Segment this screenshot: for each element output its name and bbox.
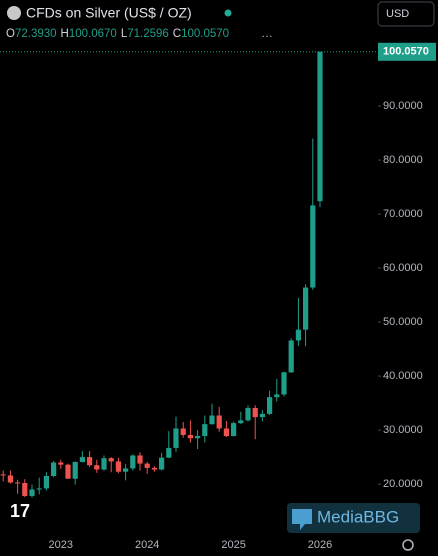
watermark-box — [287, 503, 420, 533]
legend-key: C — [173, 28, 181, 40]
candle-body — [137, 455, 143, 464]
candle-body — [295, 329, 301, 341]
candle-body — [267, 397, 273, 414]
last-price-label: 100.0570 — [383, 46, 429, 58]
candle-body — [123, 468, 129, 472]
candle-body — [252, 407, 258, 418]
y-tick-label: 20.0000 — [383, 478, 423, 490]
x-tick-label: 2023 — [49, 539, 73, 551]
y-tick-label: 90.0000 — [383, 100, 423, 112]
ohlc-legend: O72.3930 H100.0670 L71.2596 C100.0570 — [6, 28, 229, 40]
candle-body — [274, 394, 280, 398]
candle-body — [159, 457, 165, 470]
y-tick-label: 60.0000 — [383, 262, 423, 274]
y-tick-label: 50.0000 — [383, 316, 423, 328]
legend-value: 100.0570 — [181, 28, 229, 40]
candle-body — [187, 434, 193, 439]
legend-value: 100.0670 — [69, 28, 117, 40]
logo-text: 17 — [10, 501, 30, 521]
candle-body — [51, 462, 57, 476]
candle-body — [173, 428, 179, 448]
x-tick-label: 2026 — [308, 539, 332, 551]
candle-body — [151, 467, 157, 470]
candle-body — [29, 489, 35, 496]
tv-logo: 17 — [10, 501, 30, 521]
legend-key: H — [61, 28, 69, 40]
candle-body — [223, 428, 229, 437]
candle-body — [36, 488, 42, 490]
candle-body — [65, 464, 71, 479]
watermark-icon — [292, 509, 312, 530]
last-price-tag — [378, 42, 436, 61]
candle-body — [281, 372, 287, 395]
y-tick-label: 30.0000 — [383, 424, 423, 436]
candle-body — [288, 340, 294, 373]
candle-body — [87, 457, 93, 466]
currency-label[interactable]: USD — [386, 8, 409, 20]
candle-body — [180, 428, 186, 435]
legend-key: L — [121, 28, 128, 40]
candle-body — [7, 475, 13, 483]
legend: O72.3930 H100.0670 L71.2596 C100.0570 — [6, 28, 229, 40]
legend-value: 72.3930 — [15, 28, 57, 40]
candle-body — [202, 424, 208, 437]
legend-key: O — [6, 28, 15, 40]
candle-body — [15, 482, 21, 484]
candle-body — [259, 413, 265, 418]
candle-body — [94, 465, 100, 470]
y-tick-label: 80.0000 — [383, 154, 423, 166]
market-status — [224, 9, 232, 17]
y-tick-label: 40.0000 — [383, 370, 423, 382]
candle-body — [22, 483, 28, 496]
candle-body — [195, 436, 201, 439]
symbol-icon — [7, 6, 21, 20]
plot — [0, 51, 323, 498]
candle-body — [130, 455, 136, 469]
watermark-text: MediaBBG — [317, 507, 399, 526]
candle-body — [58, 462, 64, 465]
candle-body — [238, 420, 244, 424]
candle-body — [79, 457, 85, 462]
candle-body — [317, 51, 323, 202]
candle-body — [303, 287, 309, 330]
candle-body — [209, 415, 215, 425]
candle-body — [0, 474, 6, 476]
candle-body — [72, 461, 78, 479]
candle-body — [216, 415, 222, 429]
x-tick-label: 2025 — [221, 539, 245, 551]
candle-body — [231, 423, 237, 437]
candle-body — [101, 458, 107, 470]
more-icon[interactable]: … — [261, 26, 273, 40]
currency-button[interactable] — [377, 1, 435, 27]
candle-body — [144, 463, 150, 468]
y-tick-label: 70.0000 — [383, 208, 423, 220]
x-tick-label: 2024 — [135, 539, 159, 551]
candle-body — [43, 476, 49, 489]
candle-body — [166, 447, 172, 458]
candle-body — [115, 461, 121, 472]
candle-body — [108, 458, 114, 462]
candle-body — [245, 407, 251, 421]
settings-icon[interactable] — [402, 539, 414, 551]
candle-body — [310, 205, 316, 288]
legend-value: 71.2596 — [127, 28, 169, 40]
chart-title: CFDs on Silver (US$ / OZ) — [26, 5, 192, 21]
